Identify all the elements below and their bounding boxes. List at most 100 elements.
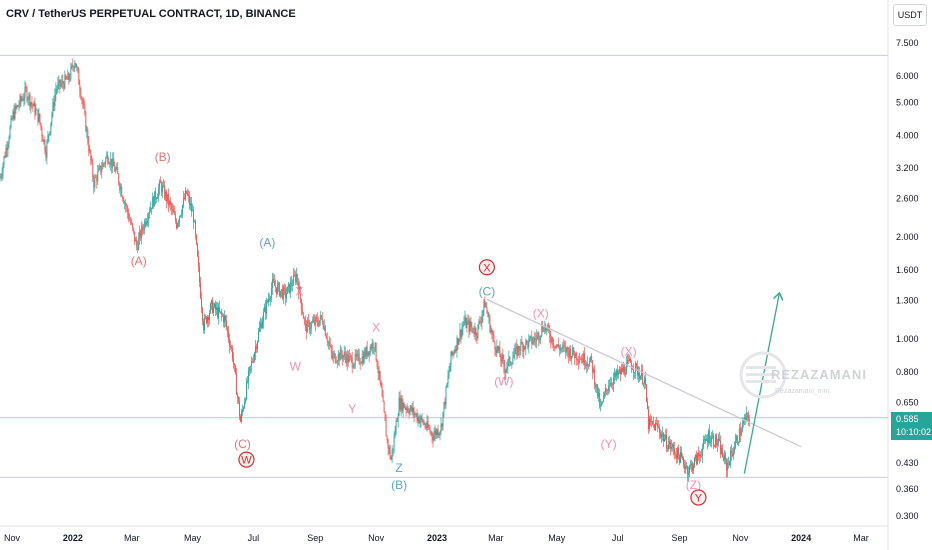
candle-body bbox=[30, 102, 32, 107]
candle-body bbox=[144, 221, 146, 230]
candle-body bbox=[48, 134, 50, 136]
candle-body bbox=[443, 402, 445, 412]
candle-body bbox=[142, 226, 144, 230]
wave-label: (A) bbox=[259, 235, 275, 249]
x-tick-label: Sep bbox=[671, 533, 687, 543]
candle-body bbox=[383, 401, 385, 412]
candle-body bbox=[47, 135, 49, 142]
candle-body bbox=[566, 347, 568, 353]
wave-label-circle bbox=[690, 489, 707, 506]
candle-body bbox=[705, 439, 707, 441]
candle-body bbox=[458, 339, 460, 345]
candle-body bbox=[171, 204, 173, 210]
y-tick-label: 0.800 bbox=[896, 367, 919, 377]
candle-body bbox=[78, 70, 80, 85]
candle-body bbox=[258, 327, 260, 332]
candle-body bbox=[289, 282, 291, 293]
candle-body bbox=[474, 328, 476, 335]
candle-body bbox=[176, 220, 178, 228]
candle-body bbox=[623, 366, 625, 372]
candle-body bbox=[305, 323, 307, 333]
candle-body bbox=[464, 317, 466, 323]
candle-body bbox=[357, 353, 359, 355]
candle-body bbox=[628, 359, 630, 361]
candle-body bbox=[553, 344, 555, 346]
candle-body bbox=[435, 430, 437, 436]
candle-body bbox=[355, 353, 357, 357]
candle-body bbox=[485, 306, 487, 308]
wave-label: (C) bbox=[234, 437, 251, 451]
candle-body bbox=[592, 360, 594, 373]
candle-body bbox=[71, 64, 73, 67]
wave-label: (Y) bbox=[601, 437, 617, 451]
time-axis[interactable]: Nov 2022 Mar May Jul Sep Nov 2023 Mar May Jul Sep No… bbox=[4, 533, 869, 543]
candle-body bbox=[639, 373, 641, 380]
wave-label: (W) bbox=[494, 374, 513, 388]
candle-body bbox=[448, 371, 450, 377]
candle-body bbox=[52, 102, 54, 115]
candle-body bbox=[126, 205, 128, 207]
candle-body bbox=[321, 317, 323, 323]
candle-body bbox=[10, 118, 12, 128]
candle-body bbox=[87, 129, 89, 143]
candle-body bbox=[117, 167, 119, 175]
currency-button[interactable]: USDT bbox=[893, 4, 927, 26]
candle-body bbox=[248, 367, 250, 371]
candle-body bbox=[148, 213, 150, 221]
candle-body bbox=[419, 420, 421, 423]
candle-body bbox=[501, 355, 503, 362]
candle-body bbox=[635, 363, 637, 373]
candle-body bbox=[441, 424, 443, 427]
candle-body bbox=[696, 452, 698, 464]
candle-body bbox=[614, 373, 616, 379]
candle-body bbox=[328, 341, 330, 345]
candle-body bbox=[136, 239, 138, 247]
candle-body bbox=[11, 118, 13, 120]
candle-body bbox=[708, 431, 710, 443]
candle-body bbox=[207, 317, 208, 324]
last-price: 0.585 bbox=[896, 414, 919, 424]
candle-body bbox=[432, 436, 434, 441]
candle-body bbox=[438, 433, 440, 436]
candle-body bbox=[731, 453, 733, 456]
candle-body bbox=[373, 347, 375, 349]
candle-body bbox=[392, 448, 394, 451]
candle-body bbox=[268, 298, 270, 300]
candle-body bbox=[406, 408, 408, 410]
candle-body bbox=[386, 436, 388, 440]
candle-body bbox=[695, 454, 697, 464]
candle-body bbox=[62, 80, 64, 84]
candle-body bbox=[159, 181, 161, 189]
candle-body bbox=[153, 197, 155, 207]
candle-body bbox=[527, 341, 529, 348]
candle-body bbox=[387, 439, 389, 449]
y-tick-label: 7.500 bbox=[896, 38, 919, 48]
candle-body bbox=[478, 321, 480, 325]
candle-body bbox=[263, 306, 265, 312]
candle-body bbox=[378, 370, 380, 374]
candle-body bbox=[254, 346, 256, 353]
candle-body bbox=[445, 386, 447, 405]
candle-body bbox=[112, 158, 114, 168]
candle-body bbox=[648, 409, 649, 430]
candle-body bbox=[179, 216, 181, 222]
price-axis[interactable]: 7.500 6.000 5.000 4.000 3.200 2.600 2.000 1.600… bbox=[896, 38, 919, 521]
candle-body bbox=[687, 466, 688, 475]
candle-body bbox=[400, 398, 402, 410]
candle-body bbox=[240, 416, 241, 422]
candle-body bbox=[583, 353, 585, 363]
candle-body bbox=[578, 360, 580, 363]
candle-body bbox=[51, 114, 53, 123]
candle-body bbox=[91, 160, 93, 163]
candle-body bbox=[449, 365, 451, 372]
candle-body bbox=[55, 89, 57, 95]
candle-body bbox=[360, 363, 362, 364]
candle-body bbox=[486, 306, 488, 312]
candle-body bbox=[547, 325, 549, 328]
candle-body bbox=[589, 360, 591, 367]
candle-body bbox=[327, 341, 329, 343]
candle-body bbox=[307, 320, 309, 322]
candle-body bbox=[647, 401, 648, 410]
y-tick-label: 0.430 bbox=[896, 458, 919, 468]
